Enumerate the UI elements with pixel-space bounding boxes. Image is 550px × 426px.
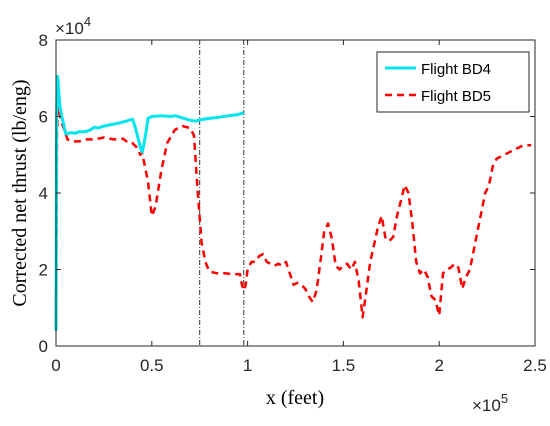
- series-layer: [54, 74, 532, 331]
- series-line-flight-bd5: [54, 99, 532, 331]
- legend-label-bd5: Flight BD5: [421, 88, 491, 105]
- legend-box: [376, 51, 530, 113]
- x-axis: 0 0.5 1 1.5 2 2.5: [51, 40, 547, 375]
- x-tick-label: 0.5: [140, 356, 164, 375]
- y-axis: 0 2 4 6 8: [39, 31, 535, 356]
- series-line-flight-bd4: [54, 74, 245, 331]
- reference-lines: [199, 40, 245, 346]
- x-tick-label: 2: [434, 356, 443, 375]
- x-tick-label: 2.5: [523, 356, 547, 375]
- x-exponent: ×105: [472, 391, 508, 415]
- y-tick-label: 8: [39, 31, 48, 50]
- x-tick-label: 0: [51, 356, 60, 375]
- y-tick-label: 0: [39, 337, 48, 356]
- y-axis-label: Corrected net thrust (lb/eng): [9, 79, 31, 306]
- y-exponent: ×104: [55, 14, 91, 38]
- x-axis-label: x (feet): [266, 387, 324, 409]
- legend-label-bd4: Flight BD4: [421, 61, 491, 78]
- legend: Flight BD4 Flight BD5: [376, 51, 530, 113]
- x-tick-label: 1.5: [332, 356, 356, 375]
- x-tick-label: 1: [243, 356, 252, 375]
- y-tick-label: 2: [39, 261, 48, 280]
- y-tick-label: 4: [39, 184, 48, 203]
- y-tick-label: 6: [39, 108, 48, 127]
